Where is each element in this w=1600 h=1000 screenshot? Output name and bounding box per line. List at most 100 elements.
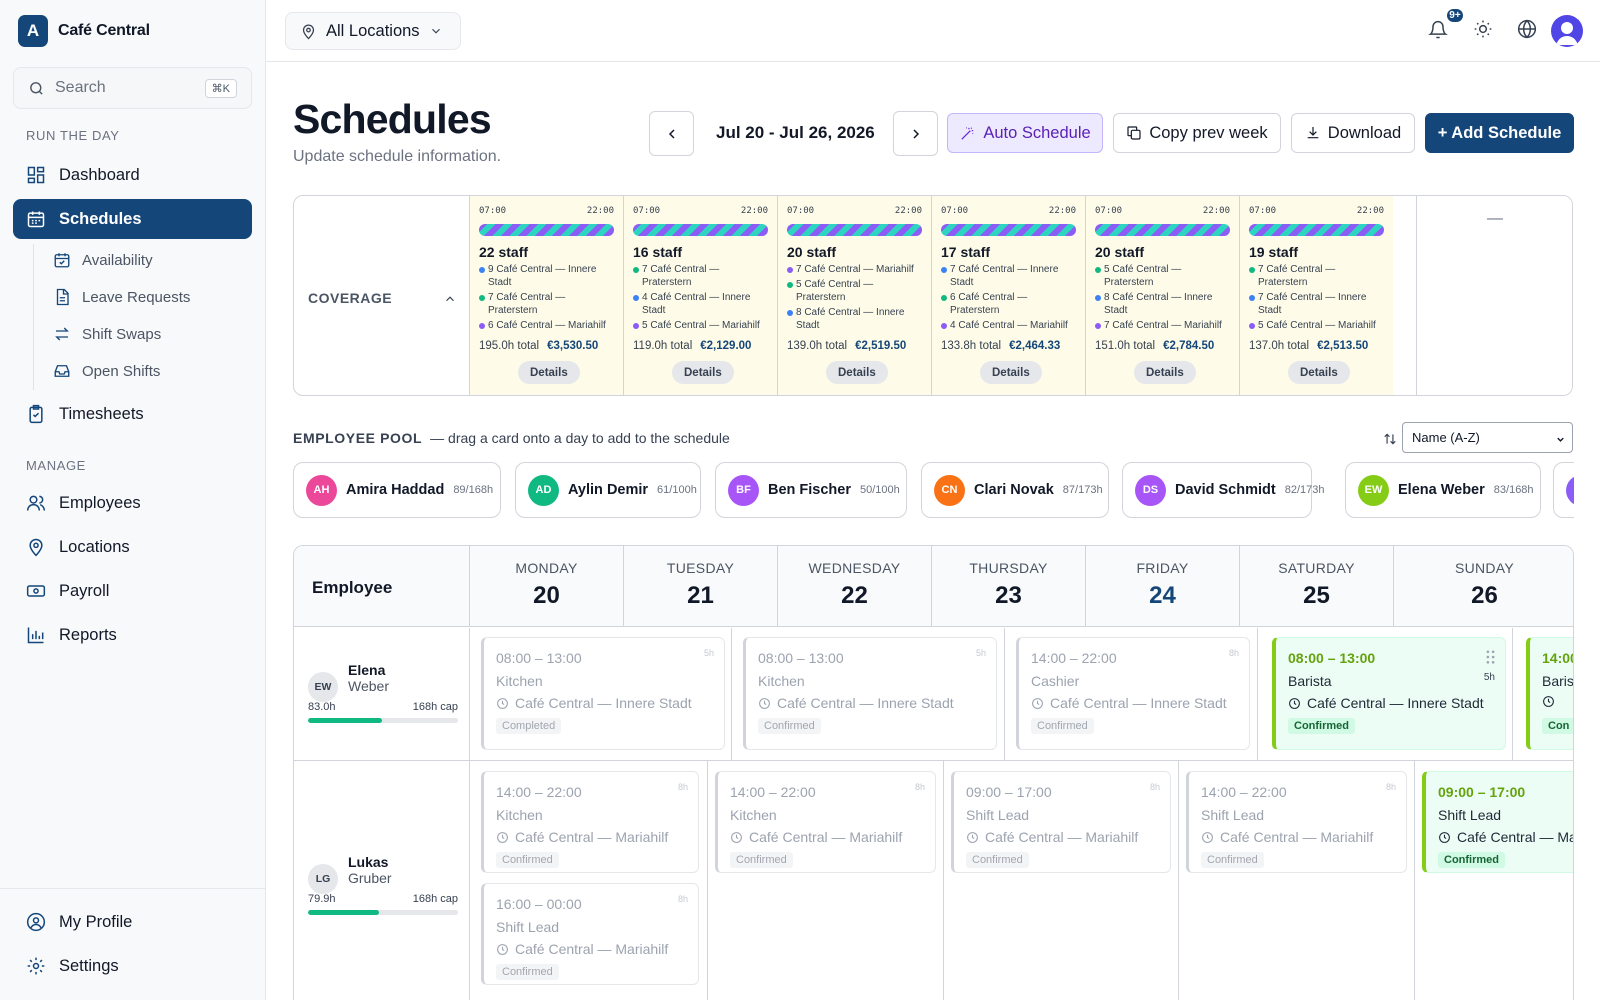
day-name: WEDNESDAY [808, 560, 901, 576]
gear-icon [27, 957, 45, 975]
shift-card[interactable]: 16:00 – 00:00 8h Shift Lead Café Central — … [481, 883, 699, 985]
chevron-right-icon [912, 128, 919, 139]
sidebar-item-timesheets[interactable]: Timesheets [13, 394, 252, 434]
coverage-staff-count: 17 staff [941, 244, 991, 260]
chevron-left-icon [668, 128, 675, 139]
sidebar-item-locations[interactable]: Locations [13, 527, 252, 567]
shift-time: 14:00 [1542, 650, 1573, 666]
copy-prev-week-button[interactable]: Copy prev week [1113, 113, 1281, 153]
calendar-check-icon [54, 253, 70, 268]
sort-select[interactable]: Name (A-Z) [1402, 422, 1573, 453]
shift-card[interactable]: 14:00 – 22:00 8h Shift Lead Café Central — … [1186, 771, 1407, 873]
employee-card[interactable]: CN Clari Novak 87/173h [921, 462, 1109, 518]
shift-card[interactable]: 08:00 – 13:00 5h Kitchen Café Central — Inn… [743, 637, 997, 750]
shift-card[interactable]: 14:00 – 22:00 8h Cashier Café Central — Inn… [1016, 637, 1250, 750]
shift-role: Kitchen [496, 673, 543, 689]
sidebar-item-my-profile[interactable]: My Profile [13, 902, 252, 942]
shift-location-text: Café Central — Ma [1457, 829, 1574, 845]
user-avatar[interactable] [1551, 15, 1583, 47]
day-header: WEDNESDAY 22 [777, 546, 931, 627]
sidebar-item-open-shifts[interactable]: Open Shifts [53, 362, 160, 380]
day-name: FRIDAY [1136, 560, 1189, 576]
employee-card[interactable]: AH Amira Haddad 89/168h [293, 462, 501, 518]
details-button[interactable]: Details [1288, 361, 1350, 384]
coverage-cost: €2,513.50 [1317, 340, 1369, 352]
coverage-start: 07:00 [941, 206, 969, 216]
employee-card[interactable]: DS David Schmidt 82/173h [1122, 462, 1324, 518]
sidebar-item-settings[interactable]: Settings [13, 946, 252, 986]
day-number: 21 [687, 582, 714, 609]
employee-card[interactable]: BF Ben Fischer 50/100h [715, 462, 907, 518]
shift-card[interactable]: 09:00 – 17:00 Shift Lead Café Central — Ma… [1422, 771, 1574, 873]
shift-card[interactable]: 08:00 – 13:00 5h Barista Café Central — Inn… [1272, 637, 1506, 750]
sidebar-item-payroll[interactable]: Payroll [13, 571, 252, 611]
shift-status-badge: Confirmed [1438, 852, 1505, 868]
sidebar-item-reports[interactable]: Reports [13, 615, 252, 655]
coverage-day: 07:00 22:00 20 staff 5 Café Central — Prate… [1085, 196, 1239, 395]
employee-card[interactable] [1553, 462, 1574, 518]
user-circle-icon [26, 912, 46, 932]
cell-divider [1257, 628, 1258, 760]
employee-first-name: Lukas [348, 854, 389, 870]
shift-location: Café Central — Mariahilf [496, 829, 668, 845]
employee-card[interactable]: EW Elena Weber 83/168h [1345, 462, 1541, 518]
drag-handle-icon[interactable] [1486, 650, 1495, 664]
coverage-breakdown: 7 Café Central — Praterstern 7 Café Centr… [1249, 263, 1387, 334]
details-button[interactable]: Details [980, 361, 1042, 384]
shift-location: Café Central — Mariahilf [1201, 829, 1373, 845]
inbox-icon [54, 365, 70, 377]
details-button[interactable]: Details [518, 361, 580, 384]
coverage-breakdown: 7 Café Central — Innere Stadt 6 Café Cent… [941, 263, 1079, 334]
coverage-times: 07:00 22:00 [633, 206, 768, 216]
chevron-up-icon[interactable] [443, 292, 457, 306]
row-separator [294, 760, 1573, 761]
details-button[interactable]: Details [672, 361, 734, 384]
download-button[interactable]: Download [1291, 113, 1415, 153]
shift-card[interactable]: 14:00 Baris Con [1526, 637, 1573, 750]
clock-icon [1289, 697, 1300, 709]
shift-card[interactable]: 14:00 – 22:00 8h Kitchen Café Central — Mar… [715, 771, 936, 873]
bar-chart-icon [27, 627, 44, 644]
shift-role: Shift Lead [1438, 807, 1502, 823]
hours-progress-bar [308, 718, 458, 723]
bell-icon[interactable] [1428, 19, 1448, 41]
brand[interactable]: A Café Central [18, 15, 150, 47]
location-dot [479, 295, 485, 301]
coverage-line: 5 Café Central — Praterstern [787, 278, 925, 304]
coverage-hours: 195.0h total [479, 340, 540, 352]
coverage-line-text: 4 Café Central — Innere Stadt [642, 292, 751, 316]
coverage-times: 07:00 22:00 [479, 206, 614, 216]
shift-card[interactable]: 08:00 – 13:00 5h Kitchen Café Central — Inn… [481, 637, 725, 750]
auto-schedule-button[interactable]: Auto Schedule [947, 113, 1103, 153]
next-week-button[interactable] [893, 111, 938, 156]
coverage-line: 7 Café Central — Mariahilf [1095, 319, 1233, 332]
employee-column-header: Employee [312, 578, 393, 597]
globe-icon[interactable] [1517, 19, 1537, 39]
coverage-hours: 139.0h total [787, 340, 848, 352]
employee-avatar: DS [1135, 474, 1166, 506]
prev-week-button[interactable] [649, 111, 694, 156]
sidebar-item-shift-swaps[interactable]: Shift Swaps [53, 325, 161, 343]
sidebar-item-leave-requests[interactable]: Leave Requests [53, 288, 190, 306]
sidebar-item-availability[interactable]: Availability [53, 251, 153, 269]
coverage-cost: €2,464.33 [1009, 340, 1061, 352]
shift-role: Kitchen [730, 807, 777, 823]
sun-icon[interactable] [1473, 19, 1493, 39]
day-name: SUNDAY [1454, 560, 1515, 576]
details-button[interactable]: Details [1134, 361, 1196, 384]
clock-icon [497, 697, 508, 709]
coverage-line: 7 Café Central — Innere Stadt [941, 263, 1079, 289]
sidebar-item-employees[interactable]: Employees [13, 483, 252, 523]
shift-card[interactable]: 09:00 – 17:00 8h Shift Lead Café Central — … [951, 771, 1171, 873]
coverage-line-text: 4 Café Central — Mariahilf [950, 320, 1068, 331]
sidebar-item-schedules[interactable]: Schedules [13, 199, 252, 239]
cell-divider [1004, 628, 1005, 760]
employee-card[interactable]: AD Aylin Demir 61/100h [515, 462, 701, 518]
add-schedule-button[interactable]: + Add Schedule [1425, 113, 1574, 153]
location-selector[interactable]: All Locations [285, 12, 461, 50]
cell-divider [731, 628, 732, 760]
search-input[interactable]: Search ⌘K [13, 67, 252, 109]
details-button[interactable]: Details [826, 361, 888, 384]
shift-card[interactable]: 14:00 – 22:00 8h Kitchen Café Central — Mar… [481, 771, 699, 873]
sidebar-item-dashboard[interactable]: Dashboard [13, 155, 252, 195]
